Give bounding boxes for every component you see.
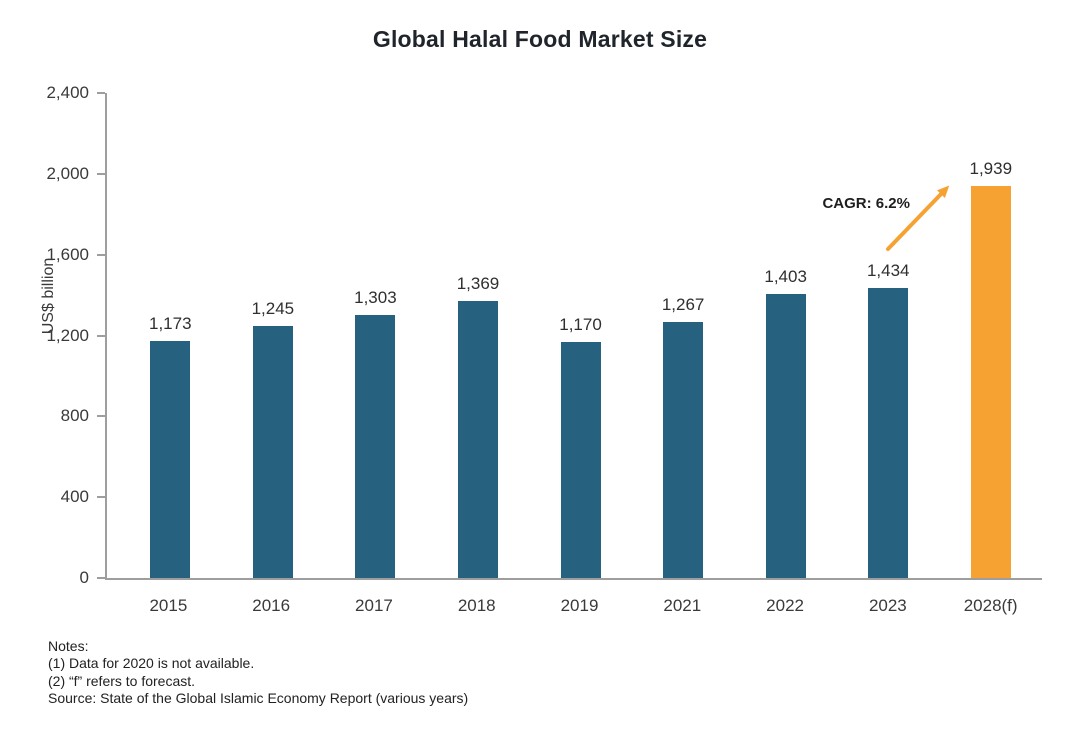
notes-heading: Notes: (48, 638, 89, 654)
y-axis-title: US$ billion (40, 257, 57, 335)
bar-slot: 1,939 (940, 93, 1043, 578)
plot-area: 0 400 800 1,200 1,600 2,000 2,400 1,173 1,245 1,… (46, 83, 1042, 587)
y-tick-mark (97, 172, 105, 175)
y-tick-mark (97, 415, 105, 418)
bar-value-label: 1,267 (661, 294, 705, 314)
x-tick-label: 2028(f) (963, 596, 1018, 615)
bar-slot: 1,245 (222, 93, 325, 578)
bar-slot: 1,434 (837, 93, 940, 578)
y-tick-label: 2,000 (46, 163, 89, 183)
x-tick-label: 2022 (766, 596, 804, 615)
bar-2015 (150, 340, 191, 578)
bar-2021 (663, 321, 704, 578)
x-tick-label: 2017 (355, 596, 393, 615)
x-tick-label: 2021 (663, 596, 702, 615)
y-tick-label: 2,400 (46, 83, 89, 102)
bar-slot: 1,173 (119, 93, 222, 578)
y-tick-mark (97, 334, 105, 337)
bar-2028(f) (970, 186, 1011, 578)
x-tick-label: 2018 (457, 596, 496, 615)
bar-2016 (252, 326, 293, 578)
note-line: (1) Data for 2020 is not available. (48, 655, 255, 672)
y-tick-label: 1,200 (46, 325, 89, 345)
bar-2018 (457, 301, 498, 578)
bars-row: 1,173 1,245 1,303 1,369 1,170 1,267 1,403 1,434… (107, 93, 1042, 578)
note-line: (2) “f” refers to forecast. (48, 672, 196, 689)
bar-slot: 1,303 (324, 93, 427, 578)
bar-slot: 1,170 (529, 93, 632, 578)
y-tick-mark (97, 92, 105, 94)
bar-value-label: 1,303 (354, 287, 397, 307)
y-tick-label: 400 (60, 487, 89, 507)
chart-title: Global Halal Food Market Size (372, 26, 708, 52)
y-tick-mark (97, 253, 105, 256)
bar-value-label: 1,434 (866, 261, 910, 281)
bar-2019 (560, 341, 601, 578)
x-axis-labels: 2015 2016 2017 2018 2019 2021 2022 2023 2028(f) (105, 596, 1042, 616)
bar-slot: 1,403 (734, 93, 837, 578)
bar-2023 (868, 288, 909, 578)
bar-value-label: 1,369 (456, 274, 500, 294)
source-line: Source: State of the Global Islamic Econ… (48, 690, 469, 707)
y-tick-mark (97, 496, 105, 499)
bar-value-label: 1,173 (149, 313, 192, 333)
cagr-annotation: CAGR: 6.2% (822, 195, 910, 212)
x-tick-label: 2019 (560, 596, 599, 615)
bar-2017 (355, 314, 396, 578)
x-tick-label: 2015 (149, 596, 188, 615)
y-tick-mark (97, 577, 105, 579)
y-tick-label: 800 (60, 406, 89, 426)
bar-slot: 1,369 (427, 93, 530, 578)
x-tick-label: 2016 (252, 596, 291, 615)
y-tick-label: 0 (79, 568, 89, 587)
bar-slot: 1,267 (632, 93, 735, 578)
bar-value-label: 1,403 (764, 267, 807, 287)
x-tick-label: 2023 (868, 596, 907, 615)
bar-value-label: 1,245 (251, 299, 295, 319)
bar-2022 (765, 294, 806, 578)
y-tick-label: 1,600 (46, 244, 89, 264)
notes-block: Notes: (1) Data for 2020 is not availabl… (48, 638, 468, 708)
bar-value-label: 1,170 (559, 314, 602, 334)
bar-value-label: 1,939 (969, 159, 1013, 179)
